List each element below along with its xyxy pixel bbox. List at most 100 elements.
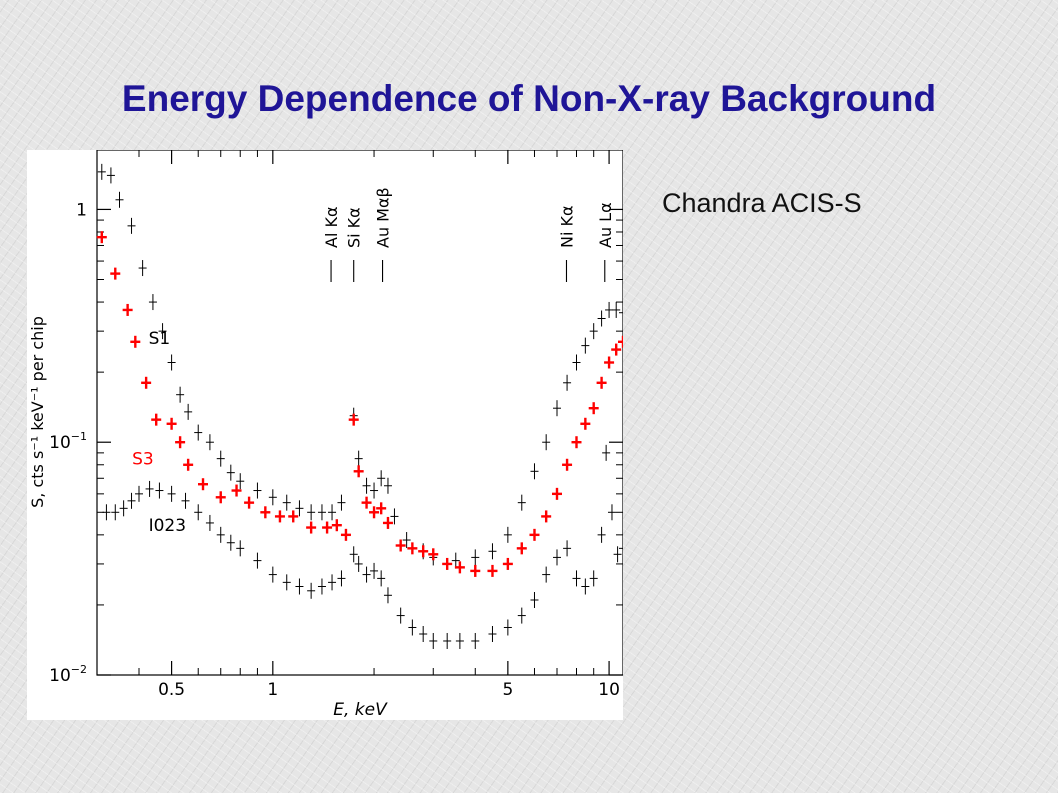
data-point <box>442 557 453 570</box>
data-point <box>295 578 304 595</box>
data-point <box>619 540 623 557</box>
line-marker-label: Al Kα <box>322 206 341 248</box>
data-point <box>183 458 194 471</box>
data-point <box>216 450 225 467</box>
data-point <box>348 413 359 426</box>
data-point <box>253 482 262 499</box>
data-point <box>205 514 214 531</box>
x-tick-label: 1 <box>267 680 278 700</box>
y-tick-label: 1 <box>76 200 87 220</box>
data-point <box>268 566 277 583</box>
series-label: I023 <box>149 516 186 536</box>
data-point <box>428 548 439 561</box>
data-point <box>353 465 364 478</box>
data-point <box>198 478 209 491</box>
data-point <box>604 356 615 369</box>
data-series: S1 S3 I023 <box>96 163 623 649</box>
data-point <box>226 464 235 481</box>
data-point <box>383 477 392 494</box>
data-point <box>337 570 346 587</box>
data-point <box>288 510 299 523</box>
data-point <box>589 323 598 340</box>
series-s1: S1 <box>97 163 623 569</box>
data-point <box>602 444 611 461</box>
line-marker-label: Ni Kα <box>557 205 576 248</box>
data-point <box>127 217 136 234</box>
data-point <box>596 376 607 389</box>
line-markers: Al Kα Si Kα Au Mαβ Ni Kα Au Lα <box>322 187 615 282</box>
data-point <box>306 521 317 534</box>
x-axis-label: E, keV <box>333 700 388 720</box>
data-point <box>111 504 120 521</box>
data-point <box>589 570 598 587</box>
data-point <box>563 374 572 391</box>
data-point <box>572 354 581 371</box>
data-point <box>376 502 387 515</box>
data-point <box>552 400 561 417</box>
data-point <box>337 494 346 511</box>
data-point <box>451 552 460 569</box>
data-point <box>542 434 551 451</box>
data-point <box>166 417 177 430</box>
data-point <box>138 260 147 277</box>
data-point <box>619 304 623 321</box>
data-point <box>618 335 623 348</box>
slide-subtitle: Chandra ACIS-S <box>662 188 862 218</box>
data-point <box>354 450 363 467</box>
data-point <box>488 543 497 560</box>
data-point <box>402 532 411 549</box>
data-point <box>369 506 380 519</box>
data-point <box>268 489 277 506</box>
data-point <box>503 619 512 636</box>
data-point <box>322 521 333 534</box>
data-point <box>563 540 572 557</box>
data-point <box>572 570 581 587</box>
data-point <box>396 607 405 624</box>
data-point <box>362 477 371 494</box>
data-point <box>488 626 497 643</box>
data-point <box>502 557 513 570</box>
data-point <box>390 508 399 525</box>
data-point <box>184 403 193 420</box>
data-point <box>377 570 386 587</box>
data-point <box>135 485 144 502</box>
y-tick-label: 10−1 <box>49 430 87 453</box>
data-point <box>611 343 622 356</box>
data-point <box>317 578 326 595</box>
data-point <box>354 555 363 572</box>
data-point <box>429 632 438 649</box>
data-point <box>581 578 590 595</box>
y-axis-label: S, cts s⁻¹ keV⁻¹ per chip <box>28 316 47 508</box>
data-point <box>260 506 271 519</box>
line-marker-label: Au Lα <box>596 202 615 248</box>
data-point <box>382 516 393 529</box>
data-point <box>127 492 136 509</box>
data-point <box>408 619 417 636</box>
data-point <box>158 323 167 340</box>
data-point <box>155 482 164 499</box>
chart-panel: 0.5 1 5 10 1 10−1 10−2 Al Kα Si Kα Au Mαβ Ni Kα Au… <box>27 150 623 720</box>
data-point <box>541 510 552 523</box>
data-point <box>529 528 540 541</box>
data-point <box>471 632 480 649</box>
data-point <box>503 526 512 543</box>
data-point <box>145 480 154 497</box>
data-point <box>580 417 591 430</box>
data-point <box>328 574 337 591</box>
x-tick-label: 0.5 <box>158 680 185 700</box>
data-point <box>236 473 245 490</box>
energy-background-chart: 0.5 1 5 10 1 10−1 10−2 Al Kα Si Kα Au Mαβ Ni Kα Au… <box>28 150 623 720</box>
data-point <box>581 337 590 354</box>
data-point <box>194 504 203 521</box>
data-point <box>454 561 465 574</box>
data-point <box>487 564 498 577</box>
data-point <box>407 542 418 555</box>
data-point <box>443 632 452 649</box>
data-point <box>362 566 371 583</box>
data-point <box>151 413 162 426</box>
line-marker-label: Si Kα <box>345 207 364 248</box>
data-point <box>106 167 115 184</box>
data-point <box>317 504 326 521</box>
data-point <box>395 539 406 552</box>
data-point <box>470 564 481 577</box>
